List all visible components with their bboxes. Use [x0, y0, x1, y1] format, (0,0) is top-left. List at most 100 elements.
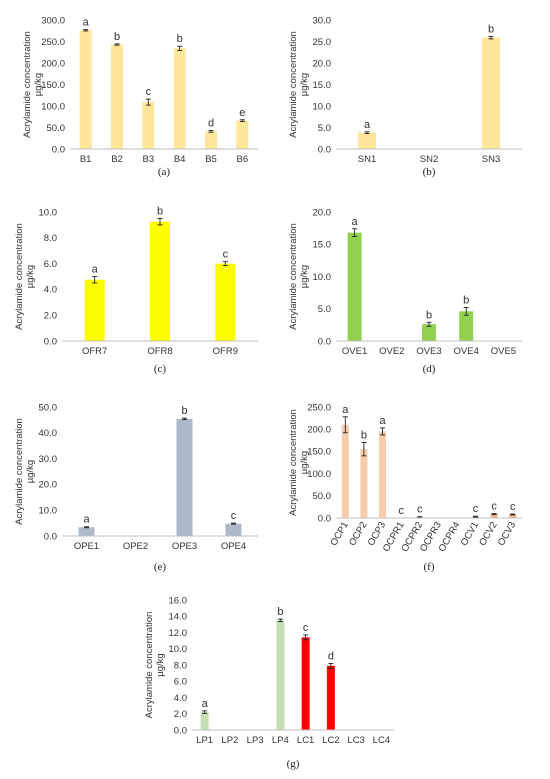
x-tick-label: LC3 [347, 735, 364, 746]
error-bar [208, 130, 214, 133]
y-tick-label: 40.0 [39, 428, 58, 439]
panel-label: (g) [287, 758, 300, 770]
y-tick-label: 30.0 [313, 15, 332, 26]
significance-letter: a [352, 216, 359, 228]
significance-letter: c [231, 510, 237, 522]
x-tick-label: LC2 [322, 735, 339, 746]
x-tick-label: LP2 [221, 735, 238, 746]
y-tick-label: 50.0 [47, 123, 66, 134]
x-tick-label: LP4 [272, 735, 289, 746]
x-tick-label: OFR9 [213, 346, 238, 357]
error-bar [473, 515, 478, 518]
panel-label: (f) [424, 561, 435, 573]
y-tick-label: 0.0 [318, 513, 331, 524]
bar [276, 620, 285, 730]
x-tick-label: B2 [111, 154, 123, 165]
significance-letter: b [114, 31, 120, 43]
y-axis-title: µg/kg [299, 73, 310, 96]
significance-letter: b [488, 23, 494, 35]
y-tick-label: 2.0 [44, 311, 57, 322]
y-axis-title: Acrylamide concentration [14, 223, 25, 330]
error-bar [239, 119, 245, 122]
error-bar [364, 131, 370, 134]
x-tick-label: LP1 [196, 735, 213, 746]
y-tick-label: 15.0 [313, 240, 332, 251]
error-bar [231, 522, 236, 525]
x-tick-label: OFR8 [147, 346, 172, 357]
y-axis-title: µg/kg [299, 451, 310, 474]
error-bar [380, 427, 385, 436]
significance-letter: a [92, 264, 99, 276]
y-axis-title: Acrylamide concentration [288, 31, 299, 138]
error-bar [277, 618, 283, 622]
bar [200, 712, 209, 730]
error-bar [488, 35, 494, 40]
y-tick-label: 10.0 [313, 101, 332, 112]
bar [79, 30, 92, 149]
y-tick-label: 100.0 [41, 101, 65, 112]
x-tick-label: B4 [174, 154, 186, 165]
y-axis-title: µg/kg [155, 653, 166, 676]
x-tick-label: OFR7 [82, 346, 107, 357]
y-tick-label: 15.0 [313, 80, 332, 91]
y-axis-title: µg/kg [33, 73, 44, 96]
y-tick-label: 0.0 [44, 531, 57, 542]
significance-letter: d [208, 118, 214, 130]
error-bar [92, 276, 98, 284]
y-tick-label: 20.0 [313, 207, 332, 218]
significance-letter: a [364, 119, 371, 131]
x-tick-label: SN2 [420, 154, 438, 165]
significance-letter: c [417, 504, 423, 516]
y-tick-label: 250.0 [307, 402, 331, 413]
error-bar [182, 417, 187, 421]
y-axis-title: µg/kg [25, 460, 36, 483]
y-tick-label: 6.0 [44, 259, 57, 270]
chart-panel-d: 0.0 5.0 10.0 15.0 20.0 Acrylamide concentrati… [288, 207, 522, 375]
y-axis-title: Acrylamide concentration [22, 31, 33, 138]
significance-letter: a [83, 17, 90, 29]
y-tick-label: 14.0 [169, 612, 188, 623]
x-tick-label: OVE2 [379, 346, 404, 357]
bar [78, 527, 95, 536]
bar [111, 44, 123, 150]
x-tick-label: SN1 [358, 154, 376, 165]
x-tick-label: B1 [80, 154, 92, 165]
x-tick-label: OPE1 [74, 541, 99, 552]
y-tick-label: 20.0 [313, 58, 332, 69]
significance-letter: a [342, 404, 349, 416]
bar [225, 523, 242, 536]
y-tick-label: 30.0 [39, 454, 58, 465]
y-tick-label: 0.0 [52, 144, 65, 155]
y-tick-label: 8.0 [174, 660, 187, 671]
error-bar [157, 217, 163, 226]
y-tick-label: 5.0 [318, 123, 331, 134]
bar [205, 131, 217, 149]
bar [236, 120, 249, 149]
y-tick-label: 0.0 [44, 336, 57, 347]
error-bar [361, 442, 367, 457]
error-bar [222, 261, 228, 266]
y-axis-title: Acrylamide concentration [288, 409, 299, 516]
bar [360, 449, 368, 518]
panel-label: (b) [423, 166, 436, 178]
x-tick-label: SN3 [482, 154, 500, 165]
x-tick-label: B5 [205, 154, 217, 165]
x-tick-label: OCV3 [496, 520, 518, 548]
error-bar [177, 45, 183, 51]
bar [142, 102, 155, 149]
bar [347, 232, 362, 341]
significance-letter: e [239, 107, 245, 119]
bar [358, 132, 376, 149]
significance-letter: c [223, 249, 229, 261]
panel-label: (d) [423, 363, 436, 375]
error-bar [426, 321, 432, 327]
error-bar [417, 516, 423, 519]
error-bar [352, 228, 358, 237]
chart-panel-b: 0.0 5.0 10.0 15.0 20.0 25.0 30.0 Acrylamide con… [288, 15, 522, 178]
y-tick-label: 250.0 [41, 37, 65, 48]
y-tick-label: 150.0 [41, 80, 65, 91]
x-tick-label: LP3 [247, 735, 264, 746]
error-bar [510, 513, 516, 516]
bar [150, 221, 170, 341]
